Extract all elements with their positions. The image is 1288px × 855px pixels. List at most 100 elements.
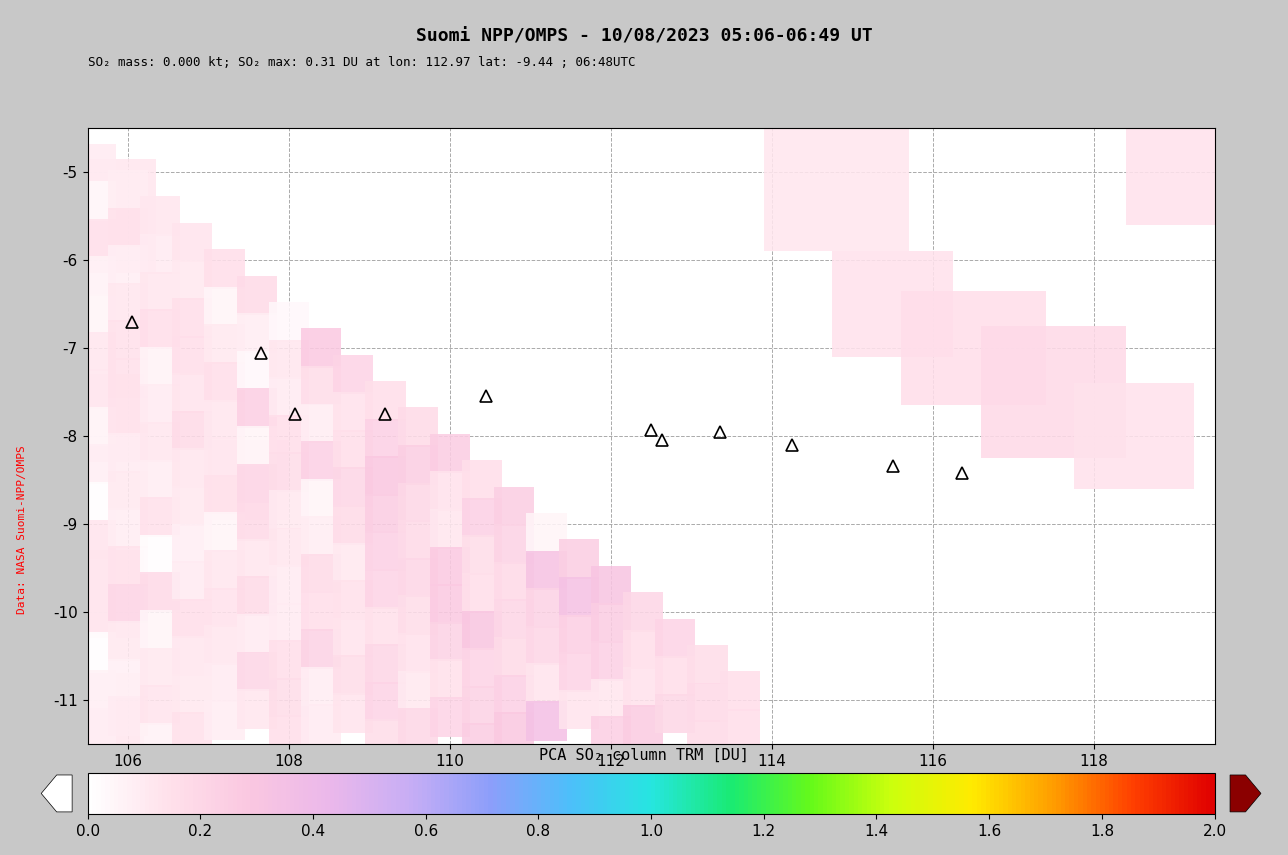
Bar [430, 659, 470, 699]
Bar [173, 486, 213, 526]
Bar [334, 618, 374, 657]
Bar [591, 716, 631, 756]
Bar [462, 573, 502, 612]
Bar [76, 482, 116, 522]
Bar [366, 532, 406, 571]
Bar [366, 494, 406, 534]
Bar [76, 294, 116, 333]
Bar [366, 719, 406, 759]
Bar [688, 720, 728, 760]
Bar [334, 693, 374, 733]
Bar [108, 471, 148, 510]
Bar [398, 595, 438, 635]
Bar [173, 598, 213, 639]
Bar [205, 663, 245, 702]
Bar [334, 505, 374, 545]
Bar [623, 593, 663, 632]
Bar [591, 641, 631, 681]
Bar [1074, 383, 1194, 489]
Bar [108, 396, 148, 435]
Bar [140, 272, 180, 311]
Bar [398, 557, 438, 598]
Text: Data: NASA Suomi-NPP/OMPS: Data: NASA Suomi-NPP/OMPS [17, 445, 27, 615]
Bar [237, 689, 277, 728]
Bar [559, 615, 599, 654]
Bar [366, 419, 406, 458]
Bar [173, 636, 213, 676]
Bar [140, 422, 180, 462]
Bar [76, 708, 116, 747]
Bar [269, 415, 309, 454]
Bar [237, 313, 277, 353]
Bar [237, 501, 277, 540]
Bar [527, 701, 567, 740]
Bar [720, 671, 760, 711]
Bar [398, 483, 438, 522]
Bar [237, 351, 277, 391]
Bar [398, 633, 438, 673]
Bar [140, 460, 180, 499]
Bar [173, 674, 213, 714]
Bar [237, 463, 277, 503]
Bar [398, 708, 438, 748]
Text: Suomi NPP/OMPS - 10/08/2023 05:06-06:49 UT: Suomi NPP/OMPS - 10/08/2023 05:06-06:49 … [416, 27, 872, 45]
Bar [462, 535, 502, 575]
Bar [430, 546, 470, 587]
Bar [301, 328, 341, 368]
Bar [173, 410, 213, 451]
Bar [462, 610, 502, 650]
Bar [720, 709, 760, 748]
Bar [900, 291, 1046, 405]
Bar [48, 674, 144, 762]
Bar [108, 696, 148, 736]
Bar [559, 540, 599, 579]
Bar [76, 407, 116, 446]
Bar [173, 335, 213, 375]
Bar [269, 678, 309, 717]
Bar [205, 362, 245, 402]
Bar [764, 128, 908, 251]
Bar [301, 516, 341, 556]
Bar [269, 603, 309, 642]
Bar [623, 668, 663, 707]
Bar [140, 497, 180, 537]
Bar [366, 645, 406, 684]
Bar [173, 261, 213, 300]
Bar [140, 610, 180, 650]
Bar [205, 587, 245, 627]
Bar [48, 551, 144, 639]
Bar [237, 652, 277, 691]
Text: PCA SO₂ column TRM [DU]: PCA SO₂ column TRM [DU] [540, 747, 748, 763]
Bar [495, 675, 535, 714]
Bar [688, 645, 728, 685]
Bar [301, 366, 341, 405]
Bar [366, 457, 406, 496]
Bar [462, 498, 502, 538]
Bar [205, 700, 245, 740]
Bar [269, 339, 309, 379]
Bar [366, 681, 406, 722]
Bar [623, 705, 663, 745]
Bar [76, 332, 116, 371]
Bar [205, 550, 245, 589]
Bar [173, 523, 213, 563]
Bar [140, 347, 180, 386]
Bar [559, 577, 599, 616]
Bar [108, 208, 148, 247]
Bar [76, 144, 116, 183]
Bar [430, 697, 470, 737]
Bar [495, 599, 535, 639]
Bar [269, 302, 309, 341]
Bar [205, 249, 245, 289]
Bar [301, 554, 341, 593]
Bar [237, 388, 277, 428]
Bar [398, 520, 438, 560]
Bar [301, 404, 341, 443]
Bar [205, 475, 245, 515]
Bar [334, 430, 374, 469]
Bar [173, 373, 213, 413]
Bar [527, 663, 567, 703]
Bar [495, 712, 535, 752]
Bar [205, 286, 245, 327]
Bar [108, 509, 148, 548]
